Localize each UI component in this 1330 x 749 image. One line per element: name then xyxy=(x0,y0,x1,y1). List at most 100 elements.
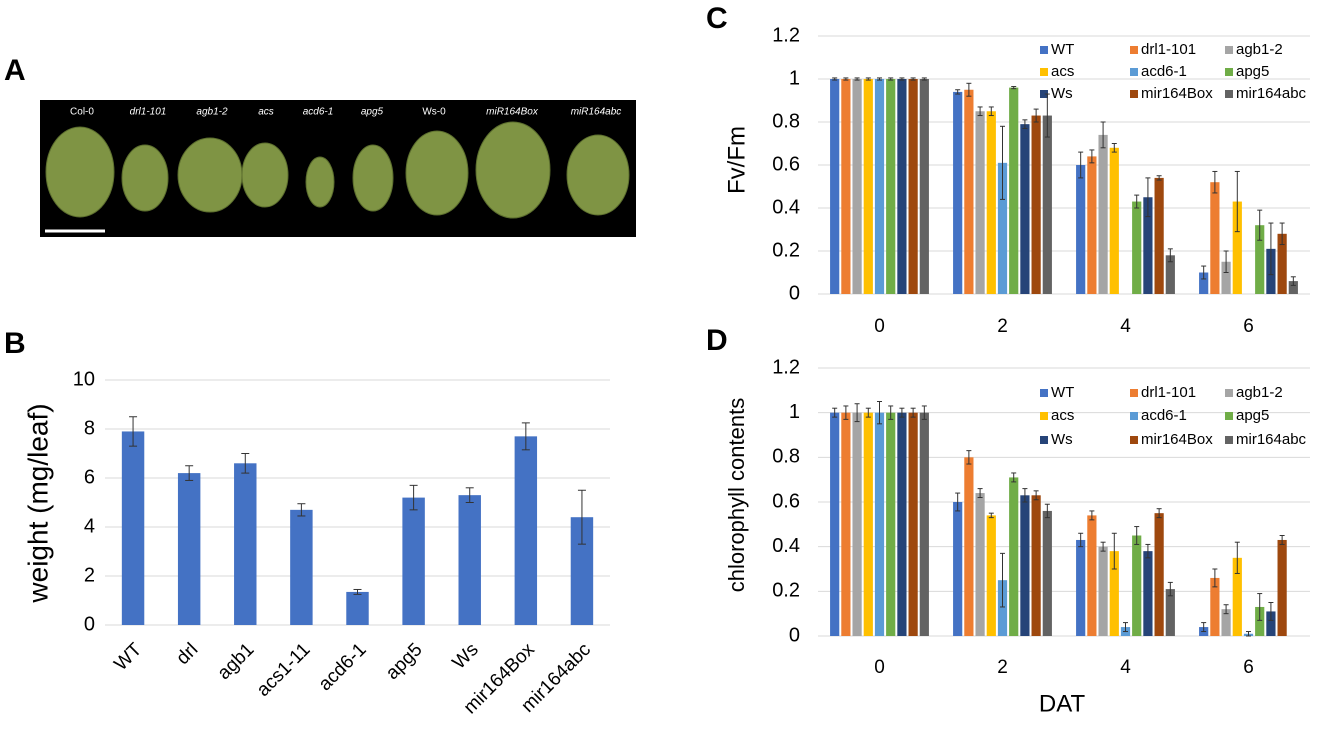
legend-item: apg5 xyxy=(1225,407,1269,424)
legend-item: acd6-1 xyxy=(1130,63,1187,80)
leaf xyxy=(566,134,630,216)
bar xyxy=(1031,495,1041,636)
bar xyxy=(290,509,313,625)
legend-label: Ws xyxy=(1051,431,1073,448)
error-bar xyxy=(465,487,474,503)
error-bar xyxy=(1167,248,1173,263)
error-bar xyxy=(1156,175,1162,181)
error-bar xyxy=(988,106,994,117)
error-bar xyxy=(1089,510,1095,521)
error-bar xyxy=(1000,125,1005,200)
bar xyxy=(1076,539,1086,636)
x-tick-label: 4 xyxy=(1120,657,1131,678)
error-bar xyxy=(877,401,882,425)
error-bar xyxy=(1268,602,1274,621)
legend-label: mir164Box xyxy=(1141,431,1213,448)
error-bar xyxy=(1078,151,1084,179)
error-bar xyxy=(1033,490,1039,501)
legend-swatch xyxy=(1225,68,1233,76)
error-bar xyxy=(1268,222,1274,276)
y-tick-label: 0 xyxy=(84,613,95,635)
legend-label: drl1-101 xyxy=(1141,41,1196,58)
y-tick-label: 6 xyxy=(84,466,95,488)
y-tick-label: 8 xyxy=(84,417,95,439)
bar xyxy=(1277,539,1287,636)
legend-label: mir164abc xyxy=(1236,431,1307,448)
error-bar xyxy=(955,89,961,95)
bar xyxy=(346,591,369,625)
x-tick-label: 4 xyxy=(1120,316,1131,337)
legend-swatch xyxy=(1040,389,1048,397)
bar xyxy=(1132,535,1142,636)
bar xyxy=(1009,87,1019,294)
error-bar xyxy=(1022,119,1028,129)
legend-label: mir164Box xyxy=(1141,85,1213,102)
y-tick-label: 0.6 xyxy=(772,490,800,512)
bar xyxy=(1109,551,1119,636)
bar xyxy=(830,79,840,294)
bar xyxy=(1098,134,1108,294)
bar xyxy=(1210,182,1220,294)
bar xyxy=(1087,156,1097,294)
error-bar xyxy=(1100,121,1106,149)
error-bar xyxy=(832,77,838,81)
error-bar xyxy=(1167,581,1173,597)
x-tick-label: 6 xyxy=(1243,657,1254,678)
x-tick-label: drl xyxy=(172,639,202,669)
bar xyxy=(852,79,862,294)
bar xyxy=(886,412,896,636)
legend-swatch xyxy=(1040,436,1048,444)
error-bar xyxy=(1078,532,1084,548)
genotype-label: miR164Box xyxy=(486,107,539,118)
error-bar xyxy=(910,407,916,418)
legend-item: acs xyxy=(1040,63,1074,80)
error-bar xyxy=(854,403,860,423)
legend-swatch xyxy=(1040,90,1048,98)
leaf xyxy=(352,144,394,212)
error-bar xyxy=(1279,535,1285,545)
bar xyxy=(1109,147,1119,294)
y-axis-label: chlorophyll contents xyxy=(724,398,749,592)
y-tick-label: 0.4 xyxy=(772,196,800,218)
y-axis-label: weight (mg/leaf) xyxy=(22,403,53,603)
legend-swatch xyxy=(1040,46,1048,54)
bar xyxy=(897,412,907,636)
error-bar xyxy=(910,77,916,81)
error-bar xyxy=(888,77,894,81)
bar xyxy=(1020,495,1030,636)
bar xyxy=(1232,557,1242,636)
x-tick-label: acs1-11 xyxy=(253,639,315,701)
y-tick-label: 1.2 xyxy=(772,356,800,378)
leaf xyxy=(475,121,551,219)
bar xyxy=(852,412,862,636)
error-bar xyxy=(1011,86,1017,90)
error-bar xyxy=(899,407,905,418)
panel-label: A xyxy=(4,54,26,87)
y-tick-label: 0.8 xyxy=(772,110,800,132)
error-bar xyxy=(843,77,849,81)
error-bar xyxy=(185,465,194,481)
bar xyxy=(919,412,929,636)
genotype-label: acs xyxy=(258,107,274,118)
bar xyxy=(1255,606,1265,636)
error-bar xyxy=(1257,593,1263,621)
bar xyxy=(402,497,425,625)
leaf xyxy=(177,137,243,213)
bar xyxy=(997,580,1008,636)
bar xyxy=(1087,515,1097,636)
legend-item: WT xyxy=(1040,384,1074,401)
y-tick-label: 0.4 xyxy=(772,535,800,557)
bar xyxy=(121,431,145,625)
error-bar xyxy=(1246,631,1251,637)
bar xyxy=(1143,197,1153,294)
legend-label: acs xyxy=(1051,407,1074,424)
error-bar xyxy=(577,489,586,545)
error-bar xyxy=(1156,508,1162,519)
error-bar xyxy=(888,405,894,420)
bar xyxy=(1221,261,1231,294)
x-tick-label: apg5 xyxy=(382,639,427,684)
bar xyxy=(1266,611,1276,636)
bar xyxy=(570,517,594,625)
legend-item: acs xyxy=(1040,407,1074,424)
error-bar xyxy=(1290,276,1296,286)
